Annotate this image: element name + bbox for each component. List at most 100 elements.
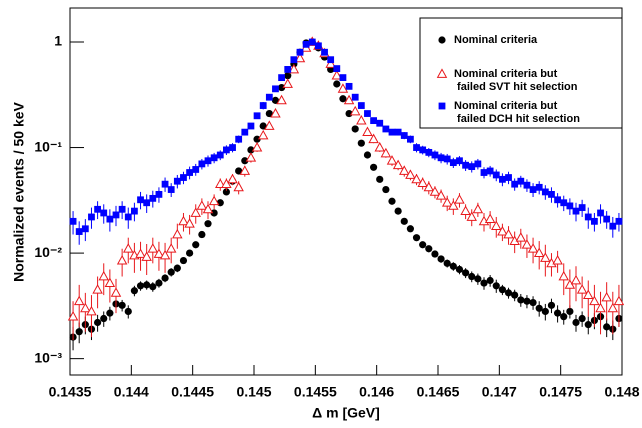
marker [94,205,101,213]
marker [143,199,151,207]
marker [417,177,428,188]
legend-box [419,17,623,129]
marker [607,302,619,313]
marker [215,178,226,189]
marker [438,102,446,110]
marker [376,175,384,183]
marker [241,128,249,136]
marker [382,125,390,133]
marker [333,65,341,72]
marker [449,159,457,167]
marker [88,213,95,221]
marker [431,151,439,159]
marker [368,133,379,144]
x-tick-label: 0.1465 [417,384,460,400]
marker [339,95,347,103]
marker [110,287,122,297]
marker [136,282,145,290]
marker [259,102,267,109]
marker [552,254,563,265]
marker [413,144,420,151]
marker [81,225,89,233]
marker [137,196,144,204]
marker [435,190,447,200]
marker [155,190,163,198]
data-area [67,36,625,351]
marker [98,270,109,281]
marker [247,146,255,154]
marker [474,275,482,283]
marker [80,302,91,313]
marker [535,304,543,312]
marker [222,188,230,196]
marker [492,171,500,179]
legend-label: Nominal criteria [454,34,538,46]
marker [472,203,484,214]
marker [541,307,549,316]
marker [523,181,531,189]
marker [511,291,519,299]
marker [331,70,343,80]
marker [251,141,263,152]
marker [566,307,574,316]
marker [443,259,451,267]
marker [173,264,181,272]
marker [265,93,273,101]
marker [100,314,108,323]
marker [161,180,169,188]
marker [345,82,353,90]
marker [118,301,126,309]
marker [282,78,293,88]
marker [94,318,102,327]
marker [436,68,448,78]
marker [270,107,281,118]
marker [265,109,273,118]
marker [276,94,287,105]
marker [239,165,251,175]
marker [558,270,569,281]
marker [454,194,465,204]
marker [264,120,275,130]
marker [399,165,410,175]
marker [155,279,163,287]
marker [227,173,238,184]
marker [572,318,580,327]
marker [241,157,249,165]
marker [172,228,183,239]
marker [296,48,304,56]
marker [257,129,269,140]
legend-label: Nominal criteria but failed DCH hit sele… [454,100,580,125]
marker [597,209,604,217]
marker [498,286,506,294]
marker [392,159,404,170]
marker [584,213,592,221]
marker [448,200,459,210]
marker [179,256,188,265]
marker [572,207,580,215]
marker [491,220,502,231]
marker [143,281,151,289]
marker [75,228,83,235]
marker [578,314,586,323]
marker [591,217,598,225]
marker [284,72,292,80]
marker [376,119,384,127]
marker [75,328,83,336]
marker [118,205,126,213]
marker [325,58,336,68]
x-tick-label: 0.1435 [49,384,92,400]
marker [521,239,533,249]
marker [529,298,537,307]
marker [186,249,194,257]
y-tick-label: 1 [54,33,62,49]
marker [104,277,116,287]
marker [69,217,77,225]
marker [247,122,255,130]
marker [290,56,298,64]
plot-frame [69,7,623,376]
y-tick-label: 10⁻¹ [34,138,62,154]
marker [554,196,561,204]
marker [456,157,463,165]
